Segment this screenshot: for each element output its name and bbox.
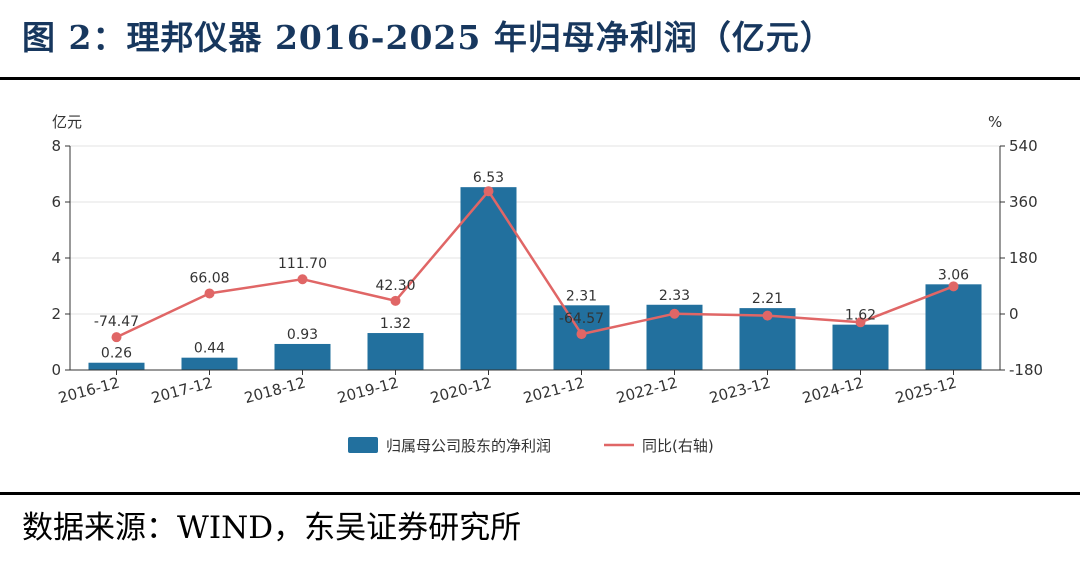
growth-point [111, 332, 122, 343]
growth-point [762, 310, 773, 321]
x-tick-label: 2019-12 [335, 373, 400, 407]
source-divider [0, 492, 1080, 495]
y2-axis-unit: % [988, 113, 1002, 131]
x-tick-label: 2023-12 [707, 373, 772, 407]
y-tick-label: 8 [51, 137, 61, 155]
chart-svg: 0 2 4 6 8 -180 0 180 360 540 亿元 % 2016-12 2017-12 2018… [51, 113, 1043, 455]
legend: 归属母公司股东的净利润 同比(右轴) [348, 437, 714, 455]
chart-area: 0 2 4 6 8 -180 0 180 360 540 亿元% 2016-12 2017-12 2018… [0, 82, 1080, 490]
legend-line-label: 同比(右轴) [642, 437, 714, 455]
bar-value-label: 3.06 [938, 267, 969, 283]
bar [181, 357, 238, 370]
growth-value-label: 111.70 [278, 256, 327, 272]
growth-line [115, 189, 954, 339]
line-series [111, 186, 959, 343]
bar-value-label: 2.21 [752, 291, 783, 307]
growth-point [948, 281, 959, 292]
figure-title: 图 2：理邦仪器 2016-2025 年归母净利润（亿元） [22, 18, 834, 57]
growth-point [204, 288, 215, 299]
x-tick-label: 2024-12 [800, 373, 865, 407]
bar-value-label: 0.26 [101, 346, 132, 362]
growth-point [576, 329, 587, 340]
growth-value-label: -74.47 [94, 314, 139, 330]
legend-bar-swatch [348, 437, 378, 453]
growth-point [855, 317, 866, 328]
x-tick-label: 2020-12 [428, 373, 493, 407]
y2-tick-label: 540 [1009, 137, 1038, 155]
y-axis-unit: 亿元 [52, 113, 82, 131]
bar-value-label: 0.44 [194, 341, 225, 357]
y2-tick-label: -180 [1009, 361, 1043, 379]
y-tick-label: 4 [51, 249, 61, 267]
bar-value-label: 6.53 [473, 170, 504, 186]
y2-tick-label: 0 [1009, 305, 1019, 323]
bar [274, 343, 331, 370]
bar-value-label: 2.31 [566, 288, 597, 304]
x-tick-label: 2022-12 [614, 373, 679, 407]
y-tick-label: 6 [51, 193, 61, 211]
bar-series [88, 187, 982, 370]
x-tick-label: 2017-12 [149, 373, 214, 407]
data-labels: 0.26 0.44 0.93 1.32 6.53 2.31 2.33 2.21 1.62 3.06… [94, 170, 969, 362]
title-divider [0, 77, 1080, 80]
y-tick-label: 0 [51, 361, 61, 379]
growth-point [297, 274, 308, 285]
x-tick-label: 2016-12 [56, 373, 121, 407]
x-tick-label: 2021-12 [521, 373, 586, 407]
growth-point [669, 308, 680, 319]
grid-lines [70, 145, 1000, 315]
bar [88, 362, 145, 370]
growth-value-label: -64.57 [559, 311, 604, 327]
growth-point [483, 186, 494, 197]
bar [367, 333, 424, 370]
bar-value-label: 0.93 [287, 327, 318, 343]
growth-value-label: 42.30 [375, 278, 415, 294]
bar [832, 324, 889, 370]
source-note: 数据来源：WIND，东吴证券研究所 [22, 510, 522, 546]
growth-value-label: 66.08 [189, 270, 229, 286]
legend-bar-label: 归属母公司股东的净利润 [386, 437, 551, 455]
bar-value-label: 2.33 [659, 288, 690, 304]
y-tick-label: 2 [51, 305, 61, 323]
bar [925, 284, 982, 370]
x-tick-label: 2018-12 [242, 373, 307, 407]
bar-value-label: 1.62 [845, 308, 876, 324]
growth-point [390, 295, 401, 306]
x-tick-label: 2025-12 [893, 373, 958, 407]
bar-value-label: 1.32 [380, 316, 411, 332]
y2-tick-label: 360 [1009, 193, 1038, 211]
y2-tick-label: 180 [1009, 249, 1038, 267]
